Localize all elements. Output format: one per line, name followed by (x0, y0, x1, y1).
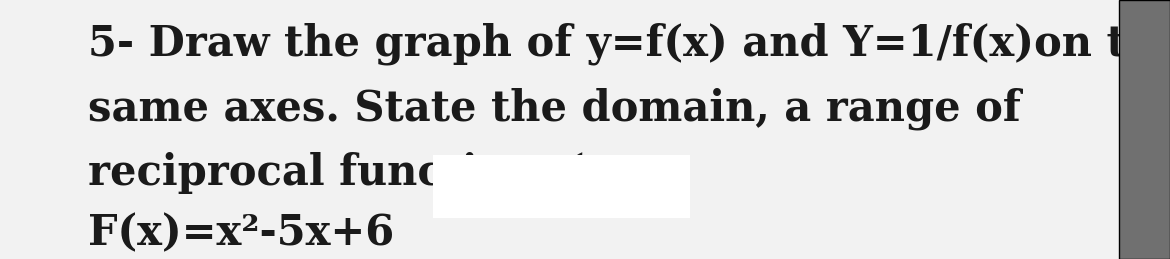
Text: F(x)=x²-5x+6: F(x)=x²-5x+6 (88, 212, 394, 254)
FancyBboxPatch shape (433, 155, 690, 218)
Text: same axes. State the domain, a range of: same axes. State the domain, a range of (88, 87, 1020, 130)
Text: 5- Draw the graph of y=f(x) and Y=1/f(x)on the: 5- Draw the graph of y=f(x) and Y=1/f(x)… (88, 22, 1170, 65)
Text: reciprocal function. (.: reciprocal function. (. (88, 152, 599, 194)
FancyBboxPatch shape (1119, 0, 1170, 259)
